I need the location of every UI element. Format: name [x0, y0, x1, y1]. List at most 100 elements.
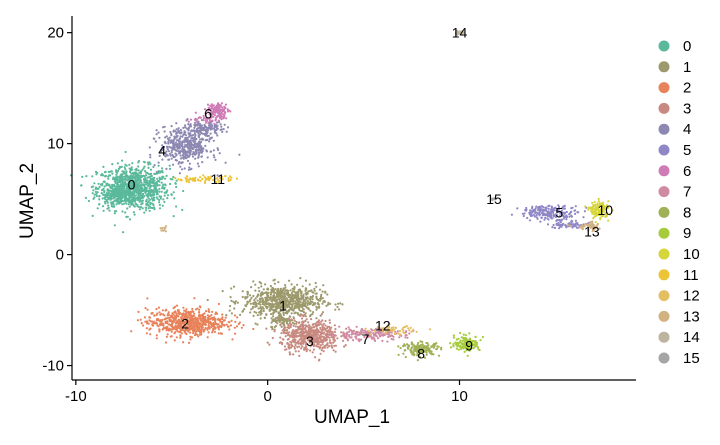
- point: [270, 291, 273, 294]
- point: [208, 315, 211, 318]
- point: [311, 335, 314, 338]
- cluster-label-11: 11: [211, 171, 226, 187]
- point: [205, 177, 208, 181]
- point: [119, 201, 123, 204]
- point: [171, 178, 174, 181]
- point: [326, 333, 329, 336]
- point: [208, 119, 212, 122]
- point: [133, 190, 136, 193]
- point: [278, 341, 281, 344]
- point: [179, 336, 182, 339]
- point: [104, 175, 107, 178]
- point: [576, 223, 580, 226]
- point: [341, 303, 344, 306]
- point: [592, 217, 595, 220]
- point: [180, 145, 183, 148]
- point: [240, 326, 243, 329]
- point: [541, 212, 544, 215]
- point: [461, 339, 464, 342]
- point: [190, 146, 194, 149]
- point: [211, 331, 214, 334]
- point: [310, 300, 313, 303]
- point: [269, 306, 272, 309]
- point: [142, 167, 145, 170]
- point: [403, 344, 407, 347]
- point: [319, 346, 322, 349]
- point: [145, 171, 148, 174]
- point: [192, 152, 195, 155]
- point: [95, 194, 98, 197]
- point: [208, 123, 212, 126]
- point: [166, 194, 170, 197]
- point: [437, 354, 441, 357]
- point: [333, 344, 336, 347]
- point: [606, 205, 609, 208]
- point: [147, 200, 150, 203]
- point: [317, 303, 320, 306]
- point: [136, 175, 139, 178]
- point: [153, 179, 156, 182]
- point: [102, 209, 105, 212]
- point: [254, 302, 257, 305]
- point: [163, 187, 166, 190]
- point: [408, 332, 411, 335]
- point: [333, 324, 336, 327]
- point: [268, 308, 271, 312]
- point: [403, 349, 406, 352]
- point: [176, 134, 179, 137]
- point: [417, 341, 420, 345]
- point: [189, 144, 192, 147]
- point: [267, 288, 270, 291]
- point: [196, 323, 199, 326]
- point: [198, 123, 201, 126]
- point: [127, 194, 130, 197]
- point: [196, 162, 199, 165]
- point: [261, 302, 264, 306]
- cluster-label-3: 3: [306, 333, 314, 349]
- point: [221, 106, 224, 109]
- point: [593, 225, 596, 228]
- point: [294, 341, 297, 344]
- point: [404, 355, 407, 359]
- point: [205, 126, 208, 129]
- point: [206, 156, 209, 159]
- point: [278, 319, 281, 322]
- point: [304, 289, 307, 292]
- point: [152, 165, 155, 169]
- point: [181, 326, 185, 329]
- legend-swatch-12: [658, 290, 670, 302]
- point: [348, 333, 351, 337]
- point: [315, 324, 318, 327]
- point: [565, 218, 568, 221]
- point: [184, 312, 187, 315]
- point: [216, 174, 219, 177]
- point: [179, 151, 182, 154]
- point: [345, 333, 348, 336]
- point: [365, 334, 368, 337]
- point: [214, 326, 217, 329]
- point: [279, 317, 282, 320]
- point: [106, 201, 109, 204]
- point: [392, 326, 395, 329]
- cluster-label-14: 14: [452, 25, 468, 41]
- point: [139, 191, 142, 194]
- point: [592, 203, 595, 206]
- point: [339, 302, 342, 305]
- point: [177, 131, 180, 134]
- point: [404, 336, 407, 339]
- point: [428, 349, 431, 352]
- point: [404, 325, 407, 328]
- point: [215, 180, 218, 184]
- point: [216, 134, 219, 137]
- point: [477, 348, 480, 351]
- point: [187, 123, 190, 126]
- point: [597, 200, 600, 203]
- point: [541, 208, 544, 211]
- y-tick-label: 0: [56, 247, 64, 264]
- point: [149, 172, 152, 176]
- point: [174, 315, 177, 318]
- point: [144, 200, 148, 203]
- point: [179, 321, 182, 324]
- point: [133, 188, 136, 191]
- cluster-6-points: [187, 102, 232, 125]
